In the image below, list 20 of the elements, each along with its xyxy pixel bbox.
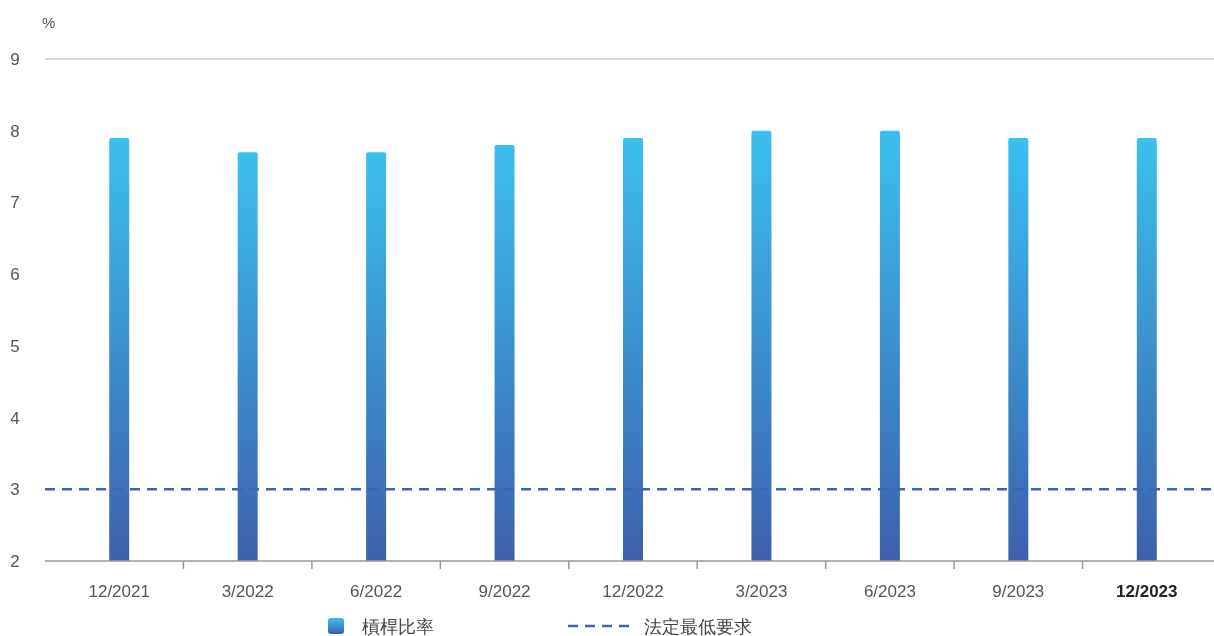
y-tick-label: 7 <box>10 193 20 213</box>
x-tick-label: 6/2023 <box>863 582 916 601</box>
x-tick-label: 9/2022 <box>478 582 531 601</box>
x-tick-label: 3/2023 <box>735 582 788 601</box>
x-tick-label: 12/2021 <box>88 582 150 601</box>
x-tick-label: 6/2022 <box>350 582 403 601</box>
x-tick-label: 3/2022 <box>221 582 274 601</box>
y-tick-label: 9 <box>10 50 20 69</box>
y-axis-title: % <box>42 14 56 31</box>
y-tick-label: 2 <box>10 552 20 571</box>
y-tick-label: 3 <box>10 480 20 500</box>
y-tick-label: 6 <box>10 265 20 285</box>
legend-label: 槓桿比率 <box>362 617 434 636</box>
x-tick-label: 12/2023 <box>1116 582 1178 601</box>
y-tick-label: 8 <box>10 121 20 141</box>
legend-label: 法定最低要求 <box>644 617 752 636</box>
y-tick-label: 5 <box>10 336 20 356</box>
x-tick-label: 12/2022 <box>602 582 664 601</box>
y-tick-label: 4 <box>10 408 20 428</box>
x-tick-label: 9/2023 <box>992 582 1045 601</box>
